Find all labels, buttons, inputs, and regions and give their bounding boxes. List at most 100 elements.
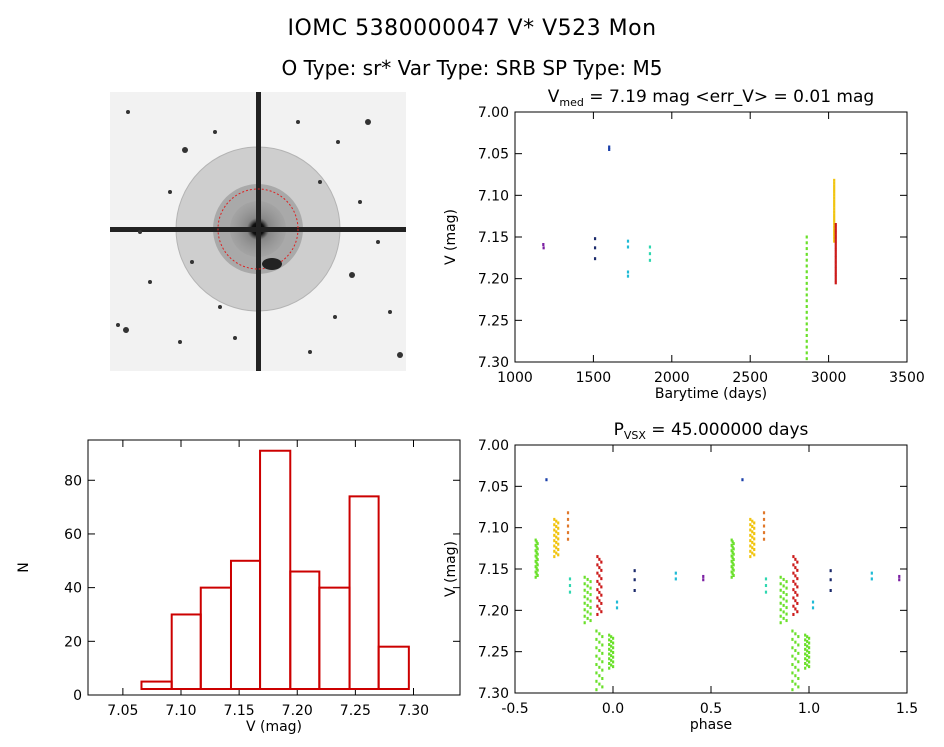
phased-point <box>596 555 599 559</box>
phased-point <box>829 569 832 573</box>
phased-xtick-label: 0.0 <box>602 701 624 717</box>
phased-point <box>598 557 601 561</box>
phased-point <box>598 607 601 611</box>
phased-point <box>553 555 556 559</box>
phased-point <box>610 635 613 639</box>
phased-point <box>779 595 782 599</box>
phased-point <box>749 528 752 532</box>
phased-point <box>598 590 601 594</box>
phased-point <box>608 638 611 642</box>
phased-point <box>586 597 589 601</box>
phased-point <box>610 639 613 643</box>
phased-point <box>596 563 599 567</box>
phased-point <box>595 663 598 667</box>
phased-point <box>804 647 807 651</box>
lightcurve-ytick-label: 7.00 <box>478 105 509 121</box>
phased-point <box>797 685 800 689</box>
lightcurve-ytick-label: 7.15 <box>478 230 509 246</box>
lightcurve-point <box>805 316 808 320</box>
phased-point <box>615 606 619 610</box>
lightcurve-point <box>834 236 837 240</box>
histogram-xtick-label: 7.10 <box>165 703 196 719</box>
phased-point <box>601 635 604 639</box>
phased-point <box>731 550 734 554</box>
lightcurve-point <box>805 333 808 337</box>
phased-point <box>797 677 800 681</box>
histogram-xtick-label: 7.05 <box>107 703 138 719</box>
phased-point <box>732 573 735 577</box>
phased-point <box>753 526 756 530</box>
phased-point <box>791 646 794 650</box>
phased-point <box>598 566 601 570</box>
phased-point <box>566 531 570 535</box>
lightcurve-point <box>648 245 652 249</box>
phased-point <box>782 610 785 614</box>
phased-point <box>797 635 800 639</box>
stamp-star <box>182 147 188 153</box>
phased-point <box>674 571 677 575</box>
phased-point <box>794 599 797 603</box>
phased-point <box>791 637 794 641</box>
phased-point <box>730 549 733 553</box>
lightcurve-point <box>834 270 837 274</box>
phased-point <box>610 644 613 648</box>
phased-point <box>615 600 619 604</box>
phased-point <box>553 539 556 543</box>
phased-point <box>536 558 539 562</box>
lightcurve-point <box>834 281 837 285</box>
phased-xlabel: phase <box>690 717 732 733</box>
lightcurve-point <box>542 246 545 250</box>
phased-ylabel: V (mag) <box>443 541 459 597</box>
phased-point <box>586 577 589 581</box>
phased-point <box>598 599 601 603</box>
phased-point <box>598 640 601 644</box>
phased-point <box>555 530 558 534</box>
stamp-star <box>336 140 340 144</box>
phased-xtick-label: 1.0 <box>798 701 820 717</box>
phased-point <box>753 537 756 541</box>
phased-point <box>749 555 752 559</box>
phased-point <box>598 582 601 586</box>
phased-point <box>555 519 558 523</box>
phased-point <box>534 565 537 569</box>
histogram-bar <box>289 570 321 690</box>
lightcurve-point <box>833 210 836 214</box>
phased-point <box>764 577 768 581</box>
phased-point <box>785 606 788 610</box>
phased-point <box>601 677 604 681</box>
phased-point <box>791 688 794 692</box>
phased-point <box>732 542 735 546</box>
lightcurve-point <box>805 258 808 262</box>
phased-point <box>534 559 537 563</box>
lightcurve-point <box>593 237 597 241</box>
phased-point <box>674 577 677 581</box>
phased-ytick-label: 7.15 <box>478 562 509 578</box>
lightcurve-point <box>626 245 630 249</box>
phased-point <box>808 665 811 669</box>
lightcurve-point <box>805 351 808 355</box>
phased-point <box>583 575 586 579</box>
phased-point <box>791 671 794 675</box>
phased-point <box>732 547 735 551</box>
phased-point <box>792 571 795 575</box>
phased-point <box>751 530 754 534</box>
phased-point <box>870 571 873 575</box>
phased-point <box>601 685 604 689</box>
phased-point <box>792 612 795 616</box>
phased-point <box>731 561 734 565</box>
lightcurve-point <box>833 207 836 211</box>
phased-point <box>598 674 601 678</box>
phased-point <box>583 601 586 605</box>
lightcurve-title: Vmed = 7.19 mag <err_V> = 0.01 mag <box>548 87 874 109</box>
lightcurve-point <box>833 184 836 188</box>
phased-point <box>794 557 797 561</box>
phased-point <box>553 528 556 532</box>
stamp-star <box>333 315 337 319</box>
stamp-star <box>126 110 130 114</box>
phased-point <box>601 660 604 664</box>
lightcurve-point <box>834 250 837 254</box>
lightcurve-point <box>805 235 808 239</box>
phased-point <box>753 521 756 525</box>
phased-point <box>749 539 752 543</box>
phased-point <box>794 566 797 570</box>
